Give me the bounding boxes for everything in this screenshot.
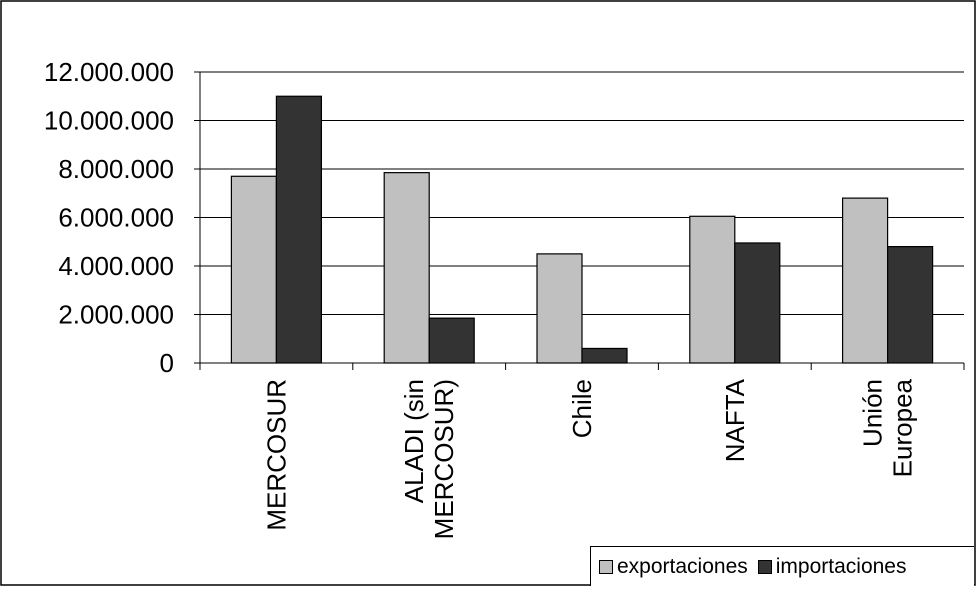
x-tick-label: NAFTA [720, 378, 750, 462]
legend-swatch-exportaciones [599, 559, 613, 574]
x-tick-label: Unión Europea [858, 378, 918, 477]
y-tick-label: 0 [160, 348, 174, 378]
legend-item-exportaciones: exportaciones [599, 555, 748, 579]
bar-exportaciones [689, 215, 736, 364]
y-tick-label: 6.000.000 [58, 203, 174, 233]
x-tick-label-line: Chile [567, 379, 597, 438]
gridlines [200, 71, 964, 315]
bar-importaciones [275, 95, 322, 364]
y-tick-label: 8.000.000 [58, 154, 174, 184]
y-tick-label: 10.000.000 [44, 106, 174, 136]
bar-importaciones [581, 347, 628, 364]
x-tick-label-line: Unión [858, 379, 888, 447]
bar-exportaciones [841, 197, 889, 364]
y-tick-label: 4.000.000 [58, 251, 174, 281]
bar-exportaciones [383, 172, 430, 364]
bars [230, 95, 934, 364]
x-tick-label: ALADI (sin MERCOSUR) [399, 379, 459, 539]
bar-exportaciones [230, 175, 277, 364]
axes [194, 71, 965, 370]
x-tick-label: Chile [567, 379, 597, 438]
x-tick-label-line: MERCOSUR [261, 379, 291, 531]
legend-item-importaciones: importaciones [757, 554, 907, 579]
bar-importaciones [886, 246, 934, 364]
bar-exportaciones [536, 253, 583, 364]
y-tick-label: 12.000.000 [44, 57, 174, 87]
x-tick-label-line: NAFTA [720, 378, 750, 462]
x-tick-label-line: MERCOSUR) [429, 379, 459, 539]
y-tick-label: 2.000.000 [58, 300, 174, 330]
legend-label-importaciones: importaciones [775, 554, 907, 578]
y-tick-labels: 0 2.000.000 4.000.000 6.000.000 8.000.000 10.… [44, 57, 174, 378]
x-tick-label-line: ALADI (sin [399, 379, 429, 503]
legend: exportaciones importaciones [590, 546, 974, 586]
x-tick-label-line: Europea [888, 378, 918, 477]
legend-label-exportaciones: exportaciones [617, 554, 748, 578]
bar-importaciones [734, 242, 781, 364]
legend-swatch-importaciones [757, 559, 772, 574]
x-tick-label: MERCOSUR [261, 379, 291, 531]
bar-importaciones [428, 317, 475, 364]
x-tick-labels: MERCOSUR ALADI (sin MERCOSUR) Chile NAFTA Uni… [261, 378, 917, 539]
